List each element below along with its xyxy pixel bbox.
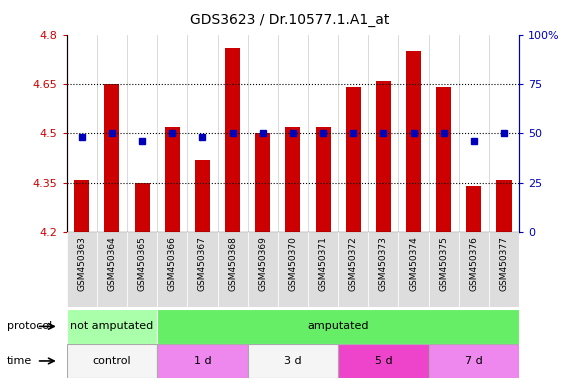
Bar: [248, 344, 338, 378]
Bar: [67, 309, 157, 344]
Bar: [496, 180, 512, 232]
Text: GSM450371: GSM450371: [318, 236, 328, 291]
Bar: [436, 87, 451, 232]
Text: GSM450367: GSM450367: [198, 236, 207, 291]
Text: 3 d: 3 d: [284, 356, 302, 366]
Text: 7 d: 7 d: [465, 356, 483, 366]
Bar: [285, 127, 300, 232]
Bar: [218, 232, 248, 307]
Text: GSM450370: GSM450370: [288, 236, 298, 291]
Text: 1 d: 1 d: [194, 356, 211, 366]
Bar: [459, 232, 489, 307]
Bar: [429, 232, 459, 307]
Text: GSM450373: GSM450373: [379, 236, 388, 291]
Text: GSM450372: GSM450372: [349, 236, 358, 291]
Text: GSM450368: GSM450368: [228, 236, 237, 291]
Bar: [278, 232, 308, 307]
Bar: [67, 232, 97, 307]
Bar: [195, 160, 210, 232]
Bar: [157, 344, 248, 378]
Text: GSM450366: GSM450366: [168, 236, 177, 291]
Text: 5 d: 5 d: [375, 356, 392, 366]
Bar: [406, 51, 421, 232]
Bar: [398, 232, 429, 307]
Bar: [338, 232, 368, 307]
Text: GSM450374: GSM450374: [409, 236, 418, 291]
Text: GSM450364: GSM450364: [107, 236, 117, 291]
Text: GSM450375: GSM450375: [439, 236, 448, 291]
Bar: [248, 232, 278, 307]
Text: not amputated: not amputated: [70, 321, 154, 331]
Bar: [127, 232, 157, 307]
Bar: [376, 81, 391, 232]
Bar: [157, 232, 187, 307]
Text: GSM450365: GSM450365: [137, 236, 147, 291]
Text: GSM450369: GSM450369: [258, 236, 267, 291]
Text: GSM450376: GSM450376: [469, 236, 478, 291]
Bar: [466, 186, 481, 232]
Text: control: control: [93, 356, 131, 366]
Bar: [308, 232, 338, 307]
Text: time: time: [7, 356, 32, 366]
Bar: [346, 87, 361, 232]
Bar: [489, 232, 519, 307]
Bar: [135, 183, 150, 232]
Text: GDS3623 / Dr.10577.1.A1_at: GDS3623 / Dr.10577.1.A1_at: [190, 13, 390, 27]
Bar: [157, 309, 519, 344]
Bar: [316, 127, 331, 232]
Text: protocol: protocol: [7, 321, 52, 331]
Text: GSM450363: GSM450363: [77, 236, 86, 291]
Bar: [225, 48, 240, 232]
Bar: [165, 127, 180, 232]
Bar: [429, 344, 519, 378]
Text: amputated: amputated: [307, 321, 369, 331]
Bar: [104, 84, 119, 232]
Bar: [338, 344, 429, 378]
Text: GSM450377: GSM450377: [499, 236, 509, 291]
Bar: [74, 180, 89, 232]
Bar: [187, 232, 218, 307]
Bar: [97, 232, 127, 307]
Bar: [255, 133, 270, 232]
Bar: [368, 232, 398, 307]
Bar: [67, 344, 157, 378]
